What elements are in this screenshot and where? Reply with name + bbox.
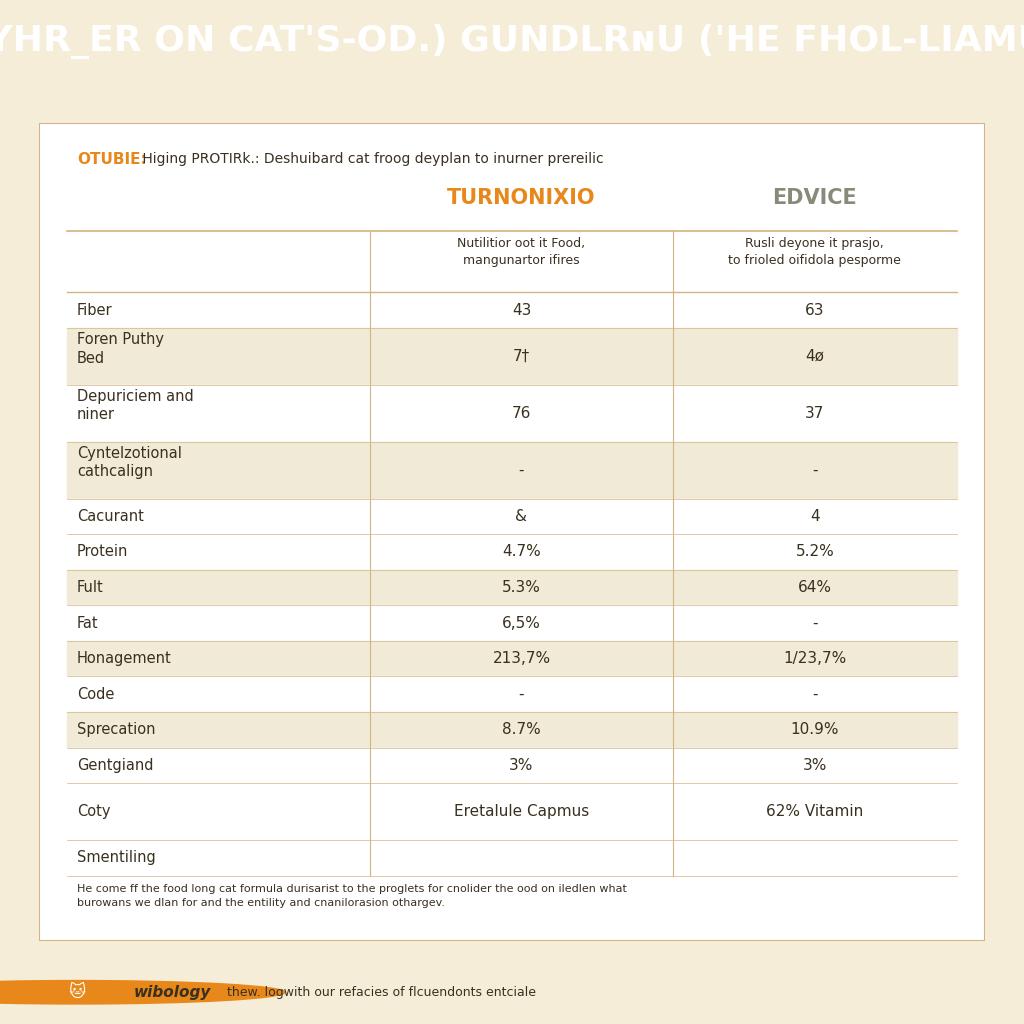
Text: 7†: 7† [513,349,530,364]
Text: Smentiling: Smentiling [77,850,156,865]
Text: 4ø: 4ø [805,349,824,364]
Text: 76: 76 [512,406,531,421]
Text: TURNONIXIO: TURNONIXIO [447,188,596,208]
Text: 43: 43 [512,302,531,317]
Bar [68,641,956,677]
Bar [68,328,956,385]
Text: Eretalule Capmus: Eretalule Capmus [454,804,589,819]
Text: He come ff the food long cat formula durisarist to the proglets for cnolider the: He come ff the food long cat formula dur… [77,884,627,908]
Text: 1/23,7%: 1/23,7% [783,651,847,667]
Text: 3%: 3% [803,758,827,773]
Text: 4: 4 [810,509,819,524]
Text: Fat: Fat [77,615,98,631]
Bar [68,385,956,441]
Bar [68,569,956,605]
Bar [68,712,956,748]
Text: Sprecation: Sprecation [77,722,156,737]
Bar [68,748,956,783]
Text: &: & [515,509,527,524]
Text: 64%: 64% [798,580,831,595]
Text: EDVICE: EDVICE [772,188,857,208]
Bar [68,605,956,641]
Text: Higing PROTIRk.: Deshuibard cat froog deyplan to inurner prereilic: Higing PROTIRk.: Deshuibard cat froog de… [138,152,604,166]
Text: Cacurant: Cacurant [77,509,143,524]
Text: Cyntelzotional
cathcalign: Cyntelzotional cathcalign [77,445,181,479]
Text: 62% Vitamin: 62% Vitamin [766,804,863,819]
Text: Protein: Protein [77,545,128,559]
Bar [68,783,956,840]
Text: -: - [812,687,817,701]
Bar [68,292,956,328]
Text: -: - [812,463,817,477]
Text: 3%: 3% [509,758,534,773]
Text: 63: 63 [805,302,824,317]
Bar [68,441,956,499]
Text: 🐱: 🐱 [68,983,85,1001]
Text: Fult: Fult [77,580,103,595]
Bar [68,677,956,712]
Text: 5.2%: 5.2% [796,545,835,559]
Text: 37: 37 [805,406,824,421]
Bar [68,840,956,876]
Text: Gentgiand: Gentgiand [77,758,154,773]
Bar [68,535,956,569]
Text: 213,7%: 213,7% [493,651,551,667]
Text: 5.3%: 5.3% [502,580,541,595]
Text: -: - [812,615,817,631]
Text: 4.7%: 4.7% [502,545,541,559]
Text: Depuriciem and
niner: Depuriciem and niner [77,389,194,423]
Text: 6,5%: 6,5% [502,615,541,631]
FancyBboxPatch shape [39,123,985,941]
Text: Coty: Coty [77,804,111,819]
Text: -: - [519,687,524,701]
Text: Code: Code [77,687,114,701]
Text: Foren Puthy
Bed: Foren Puthy Bed [77,332,164,366]
Bar [68,499,956,535]
Text: Nutilitior oot it Food,
mangunartor ifires: Nutilitior oot it Food, mangunartor ifir… [458,238,586,267]
Text: Honagement: Honagement [77,651,171,667]
Text: -: - [519,463,524,477]
Text: thew. logwith our refacies of flcuendonts entciale: thew. logwith our refacies of flcuendont… [223,986,537,998]
Circle shape [0,981,285,1004]
Text: OTUBIE:: OTUBIE: [77,152,146,167]
Text: Rusli deyone it prasjo,
to frioled oifidola pesporme: Rusli deyone it prasjo, to frioled oifid… [728,238,901,267]
Text: Fiber: Fiber [77,302,113,317]
Text: wibology: wibology [133,985,211,999]
Text: 8.7%: 8.7% [502,722,541,737]
Text: EXYHR_ER ON CAT'S-OD.) GUNDLRɴU ('HE FHOL-LIAMUS!: EXYHR_ER ON CAT'S-OD.) GUNDLRɴU ('HE FHO… [0,25,1024,59]
Text: 10.9%: 10.9% [791,722,839,737]
